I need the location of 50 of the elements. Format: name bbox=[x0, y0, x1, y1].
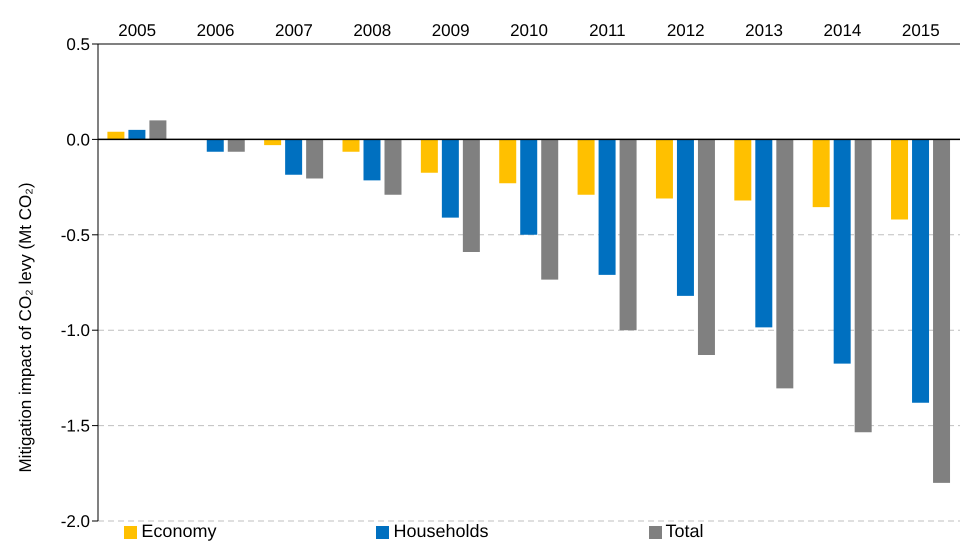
y-tick-label: -2.0 bbox=[60, 512, 90, 532]
x-tick-label: 2005 bbox=[118, 21, 156, 40]
x-tick-label: 2008 bbox=[353, 21, 392, 40]
bar bbox=[499, 139, 516, 184]
bar bbox=[834, 139, 851, 364]
bar bbox=[676, 139, 694, 296]
bar bbox=[912, 139, 930, 403]
bar bbox=[776, 139, 794, 388]
x-tick-label: 2014 bbox=[824, 21, 862, 40]
bar bbox=[420, 139, 438, 173]
bar bbox=[698, 139, 715, 356]
bar bbox=[520, 139, 538, 235]
bar bbox=[578, 139, 595, 195]
y-tick-label: -1.5 bbox=[60, 416, 90, 436]
bar bbox=[541, 139, 558, 280]
y-tick-label: 0.5 bbox=[66, 35, 90, 54]
legend-label: Total bbox=[666, 521, 704, 541]
legend-label: Households bbox=[393, 521, 489, 541]
bar bbox=[342, 139, 360, 152]
bar bbox=[933, 139, 950, 483]
x-tick-label: 2009 bbox=[432, 21, 470, 40]
x-tick-label: 2011 bbox=[589, 21, 626, 40]
y-tick-label: -0.5 bbox=[60, 226, 90, 245]
y-tick-label: -1.0 bbox=[60, 321, 90, 340]
bar bbox=[462, 139, 480, 252]
x-tick-label: 2015 bbox=[902, 21, 940, 40]
bar bbox=[228, 139, 245, 152]
x-tick-label: 2010 bbox=[510, 21, 548, 40]
bar bbox=[891, 139, 908, 220]
bar bbox=[854, 139, 872, 432]
bar bbox=[598, 139, 616, 275]
legend-label: Economy bbox=[141, 521, 216, 541]
x-tick-label: 2012 bbox=[666, 21, 705, 40]
bar bbox=[384, 139, 402, 195]
bar bbox=[812, 139, 830, 208]
bar bbox=[206, 139, 224, 152]
bar bbox=[656, 139, 673, 199]
x-tick-label: 2007 bbox=[274, 21, 313, 40]
y-tick-label: 0.0 bbox=[66, 130, 90, 150]
bar bbox=[755, 139, 772, 328]
bar bbox=[442, 139, 459, 218]
x-tick-label: 2013 bbox=[745, 21, 784, 40]
bar bbox=[363, 139, 380, 180]
bar bbox=[285, 139, 302, 175]
bar bbox=[734, 139, 752, 200]
bar bbox=[306, 139, 324, 179]
x-tick-label: 2006 bbox=[196, 21, 234, 40]
bar bbox=[149, 120, 166, 140]
bar bbox=[620, 139, 637, 330]
y-axis-title: Mitigation impact of CO₂ levy (Mt CO₂) bbox=[16, 182, 36, 472]
